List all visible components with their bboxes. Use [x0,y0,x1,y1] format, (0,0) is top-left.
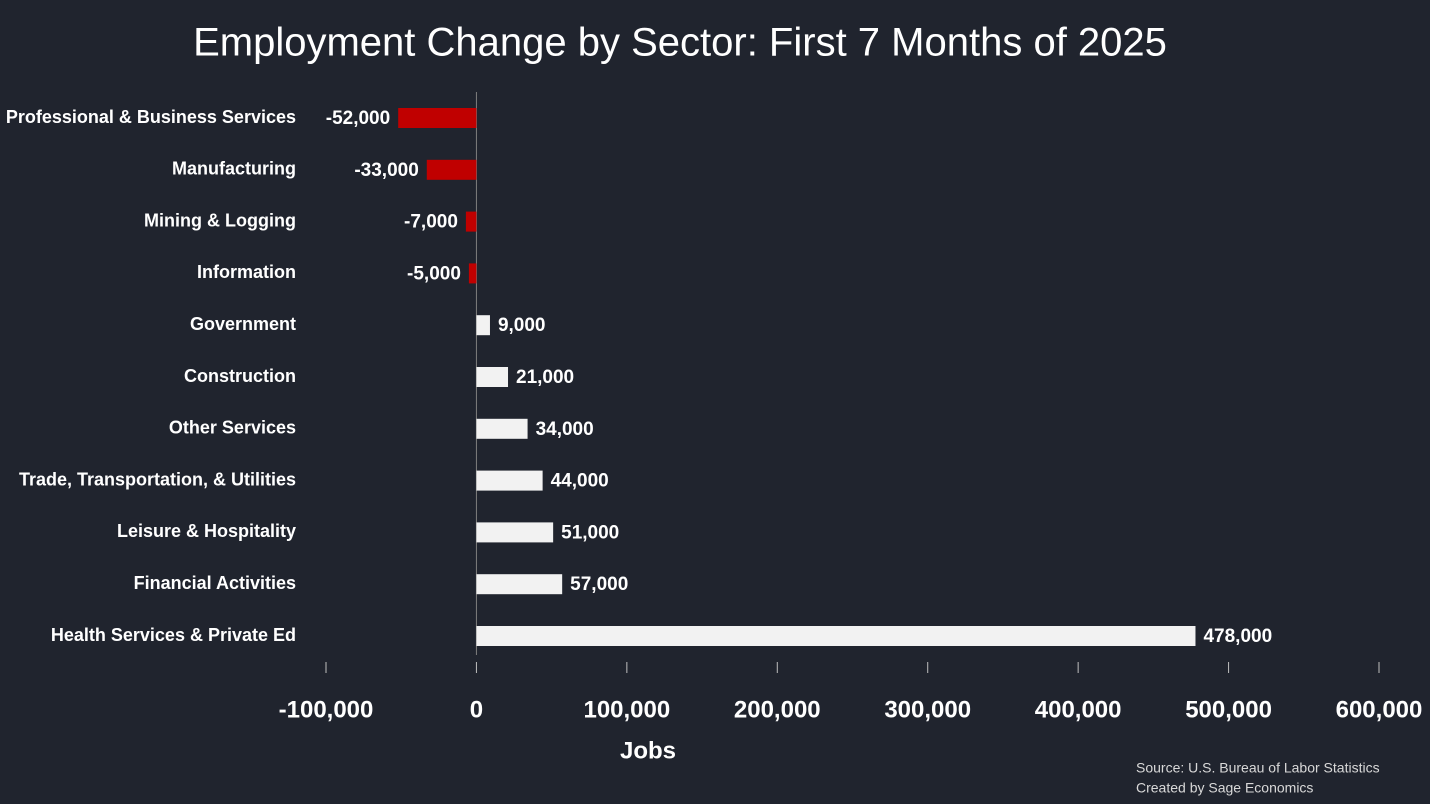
y-tick-label: Financial Activities [134,573,296,593]
x-tick-label: 300,000 [884,696,971,723]
x-tick-label: 100,000 [583,696,670,723]
y-tick-label: Construction [184,366,296,386]
value-label: -33,000 [354,160,418,181]
bar [476,315,490,336]
value-label: 44,000 [551,471,609,492]
y-tick-label: Professional & Business Services [6,107,296,127]
x-tick-label: 400,000 [1035,696,1122,723]
y-tick-label: Health Services & Private Ed [51,625,296,645]
value-label: 57,000 [570,574,628,595]
value-label: -5,000 [407,263,461,284]
y-tick-label: Government [190,314,296,334]
credit-note: Created by Sage Economics [1136,780,1313,796]
x-tick-label: 0 [470,696,483,723]
x-tick-label: -100,000 [279,696,374,723]
y-tick-label: Mining & Logging [144,210,296,230]
x-tick-label: 500,000 [1185,696,1272,723]
bar [465,211,477,232]
y-tick-label: Information [197,262,296,282]
y-tick-label: Trade, Transportation, & Utilities [19,469,296,489]
bar [426,159,477,180]
bar [468,263,477,284]
bar [476,522,554,543]
bar [476,470,543,491]
x-axis-label: Jobs [620,737,676,764]
bar [476,626,1196,646]
x-tick-label: 600,000 [1336,696,1423,723]
value-label: 478,000 [1203,626,1272,647]
value-label: -7,000 [404,212,458,233]
source-note: Source: U.S. Bureau of Labor Statistics [1136,760,1380,776]
bar [398,108,477,128]
chart-title: Employment Change by Sector: First 7 Mon… [193,21,1167,65]
value-label: 21,000 [516,367,574,388]
x-tick-label: 200,000 [734,696,821,723]
value-label: 51,000 [561,522,619,543]
bar [476,367,509,387]
y-tick-label: Other Services [169,418,296,438]
y-tick-label: Manufacturing [172,159,296,179]
value-label: 34,000 [536,419,594,440]
bar [476,418,528,439]
value-label: -52,000 [326,108,390,129]
bar [476,574,563,595]
value-label: 9,000 [498,315,546,336]
y-tick-label: Leisure & Hospitality [117,521,296,541]
